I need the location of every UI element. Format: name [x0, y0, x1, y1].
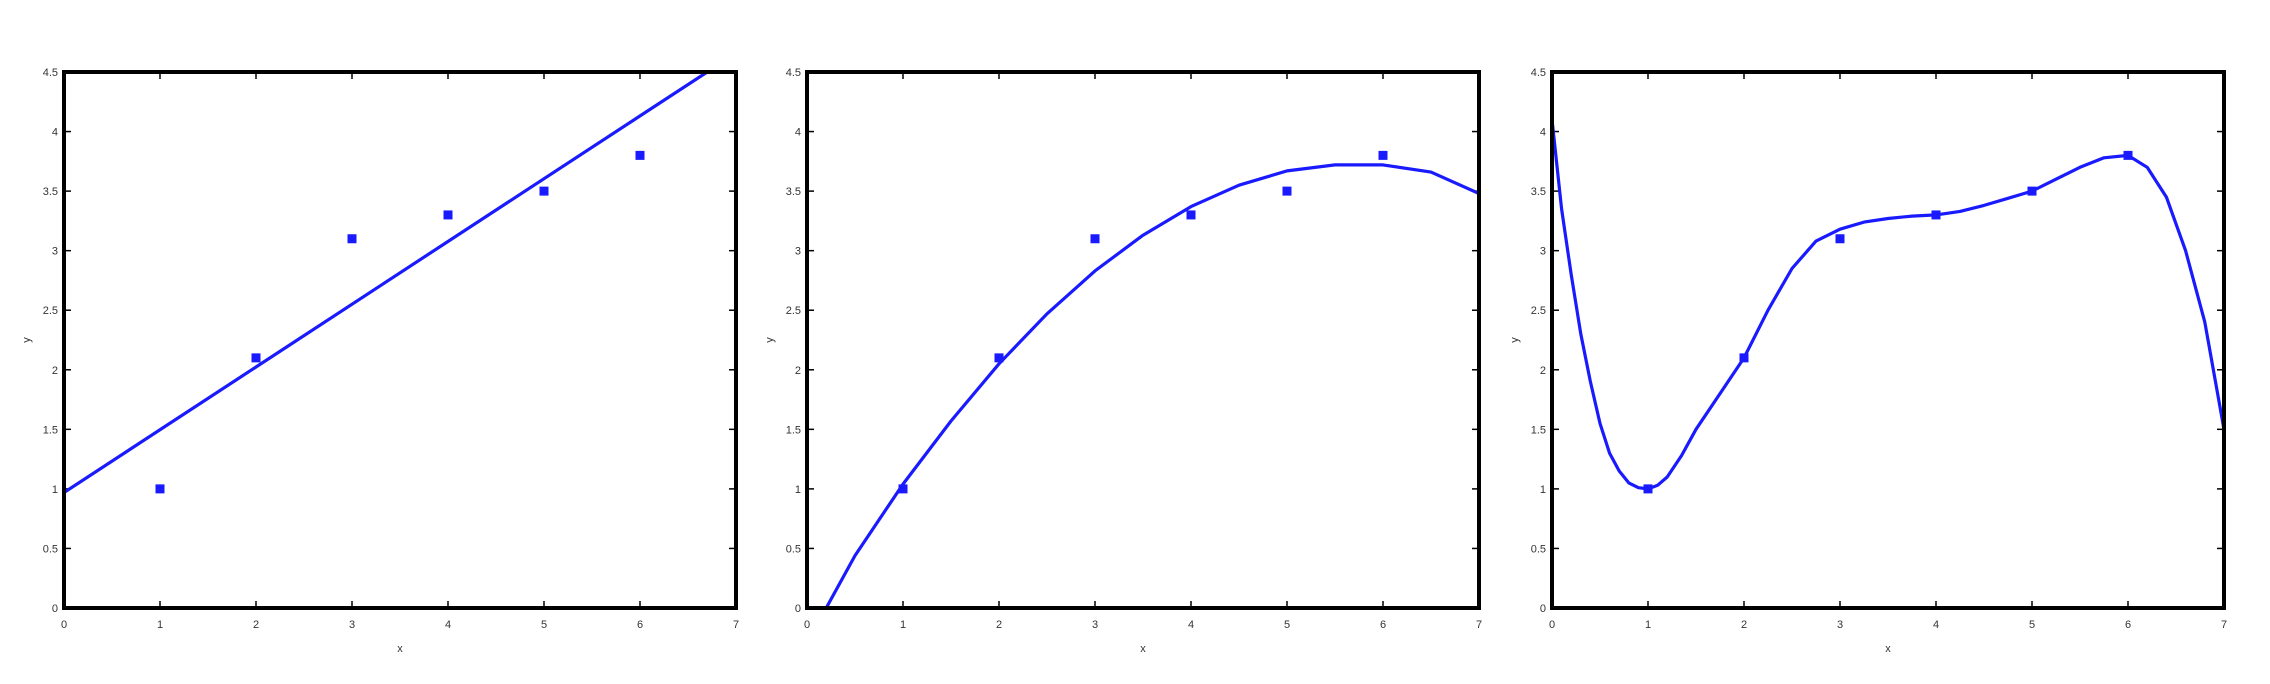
axes-frame — [1550, 70, 2226, 610]
y-axis-label: y — [764, 337, 776, 343]
y-tick-label: 2.5 — [786, 305, 801, 317]
x-tick-label: 4 — [1188, 619, 1194, 631]
y-tick-label: 4.5 — [43, 67, 58, 79]
data-point — [1186, 210, 1196, 220]
x-tick-label: 6 — [2125, 619, 2131, 631]
y-axis-label: y — [1509, 337, 1521, 343]
y-tick-label: 4 — [1540, 127, 1546, 139]
x-tick-label: 7 — [733, 619, 739, 631]
x-tick-label: 5 — [1284, 619, 1290, 631]
y-tick-label: 1 — [795, 484, 801, 496]
y-tick-label: 0 — [795, 603, 801, 615]
x-tick-label: 6 — [1380, 619, 1386, 631]
data-point — [1282, 186, 1292, 196]
x-axis-label: x — [1140, 643, 1146, 655]
y-axis-label: y — [21, 337, 33, 343]
data-point — [539, 186, 549, 196]
y-tick-label: 0.5 — [1531, 543, 1546, 555]
x-tick-label: 4 — [445, 619, 451, 631]
x-tick-label: 4 — [1933, 619, 1939, 631]
y-tick-label: 3.5 — [43, 186, 58, 198]
x-axis-label: x — [397, 643, 403, 655]
data-point — [994, 353, 1004, 363]
y-tick-label: 3 — [1540, 246, 1546, 258]
y-tick-label: 0 — [52, 603, 58, 615]
y-tick-label: 3.5 — [1531, 186, 1546, 198]
x-tick-label: 1 — [1645, 619, 1651, 631]
data-point — [2123, 150, 2133, 160]
data-point — [635, 150, 645, 160]
x-tick-label: 1 — [157, 619, 163, 631]
y-tick-label: 3.5 — [786, 186, 801, 198]
x-tick-label: 7 — [2221, 619, 2227, 631]
data-point — [1378, 150, 1388, 160]
y-tick-label: 0 — [1540, 603, 1546, 615]
data-point — [1931, 210, 1941, 220]
x-tick-label: 6 — [637, 619, 643, 631]
x-tick-label: 1 — [900, 619, 906, 631]
x-tick-label: 2 — [996, 619, 1002, 631]
y-tick-label: 2 — [1540, 365, 1546, 377]
data-point — [1090, 234, 1100, 244]
x-axis-label: x — [1885, 643, 1891, 655]
y-tick-label: 1 — [1540, 484, 1546, 496]
y-tick-label: 2.5 — [1531, 305, 1546, 317]
fit-curve — [64, 72, 709, 495]
x-tick-label: 2 — [253, 619, 259, 631]
subplot-1: 0 1 2 3 4 5 6 7 0 0.5 1 1.5 2 2.5 3 3.5 4 4.5 x y — [21, 67, 739, 655]
subplot-3: 0 1 2 3 4 5 6 7 0 0.5 1 1.5 2 2.5 3 3.5 4 4.5 x y — [1509, 67, 2227, 655]
x-tick-label: 3 — [1837, 619, 1843, 631]
y-tick-label: 3 — [795, 246, 801, 258]
x-tick-label: 3 — [349, 619, 355, 631]
data-point — [251, 353, 261, 363]
y-tick-label: 2 — [52, 365, 58, 377]
x-tick-label: 5 — [541, 619, 547, 631]
data-point — [1835, 234, 1845, 244]
x-tick-label: 3 — [1092, 619, 1098, 631]
data-point — [1739, 353, 1749, 363]
data-point — [2027, 186, 2037, 196]
x-tick-label: 0 — [1549, 619, 1555, 631]
y-tick-label: 0.5 — [43, 543, 58, 555]
fit-curve — [824, 163, 1479, 608]
fit-curve — [1552, 117, 2224, 491]
x-tick-label: 0 — [804, 619, 810, 631]
data-point — [443, 210, 453, 220]
y-tick-label: 4 — [795, 127, 801, 139]
data-point — [1643, 484, 1653, 494]
x-tick-label: 7 — [1476, 619, 1482, 631]
y-tick-label: 4.5 — [1531, 67, 1546, 79]
y-tick-label: 1.5 — [786, 424, 801, 436]
y-tick-label: 1.5 — [1531, 424, 1546, 436]
x-tick-label: 2 — [1741, 619, 1747, 631]
y-tick-label: 2.5 — [43, 305, 58, 317]
data-point — [155, 484, 165, 494]
y-tick-label: 0.5 — [786, 543, 801, 555]
x-tick-label: 5 — [2029, 619, 2035, 631]
y-tick-label: 2 — [795, 365, 801, 377]
y-tick-label: 1 — [52, 484, 58, 496]
data-point — [347, 234, 357, 244]
x-tick-label: 0 — [61, 619, 67, 631]
data-point — [898, 484, 908, 494]
y-tick-label: 4 — [52, 127, 58, 139]
y-tick-label: 3 — [52, 246, 58, 258]
y-tick-label: 1.5 — [43, 424, 58, 436]
axes-frame — [805, 70, 1481, 610]
subplot-2: 0 1 2 3 4 5 6 7 0 0.5 1 1.5 2 2.5 3 3.5 4 4.5 x y — [764, 67, 1482, 655]
axes-frame — [62, 70, 738, 610]
y-tick-label: 4.5 — [786, 67, 801, 79]
